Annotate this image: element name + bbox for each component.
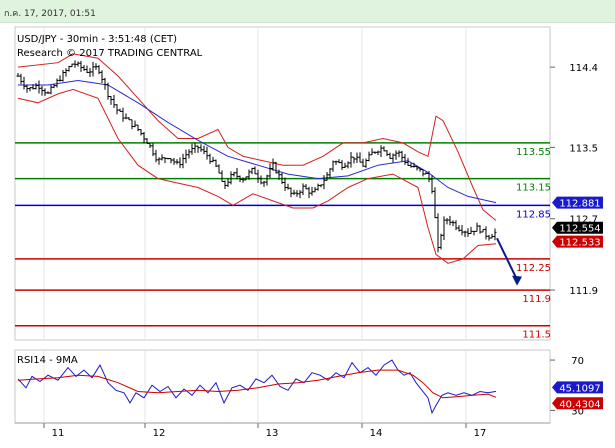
x-axis-ticks: 11 12 13 14 17 bbox=[43, 423, 487, 439]
chart-title: USD/JPY - 30min - 3:51:48 (CET) bbox=[17, 34, 177, 45]
level-label: 111.5 bbox=[522, 330, 551, 341]
x-tick-label: 12 bbox=[153, 428, 166, 439]
forecast-arrow bbox=[496, 237, 522, 286]
x-tick-label: 13 bbox=[266, 428, 279, 439]
level-label: 113.55 bbox=[516, 147, 551, 158]
y-tick-label: 111.9 bbox=[569, 286, 598, 297]
rsi-value-tag-box bbox=[552, 381, 603, 394]
rsi-ma-value-tag-text: 40.4304 bbox=[559, 399, 600, 410]
price-bars bbox=[16, 60, 497, 253]
level-label: 111.9 bbox=[522, 294, 551, 305]
chart-subtitle: Research © 2017 TRADING CENTRAL bbox=[17, 48, 203, 59]
rsi-line bbox=[17, 359, 497, 415]
level-label: 112.85 bbox=[516, 209, 551, 220]
forecast-arrow-shaft bbox=[496, 237, 518, 281]
vertical-gridlines bbox=[43, 27, 467, 423]
rsi-panel-frame bbox=[14, 349, 551, 424]
upper-band-line bbox=[17, 53, 497, 221]
lower-band-tag-text: 112.533 bbox=[559, 238, 600, 249]
support-resistance-levels: 113.55 113.15 112.85 112.25 111.9 111.5 bbox=[15, 142, 551, 341]
rsi-y-tick-label: 30 bbox=[571, 406, 584, 417]
value-tags: 112.881 112.554 112.533 45.1097 40.4304 bbox=[552, 196, 603, 410]
rsi-ma-line bbox=[17, 369, 497, 399]
rsi-ma-value-tag-box bbox=[552, 397, 603, 410]
rsi-title: RSI14 - 9MA bbox=[17, 355, 78, 366]
ma-value-tag-text: 112.881 bbox=[559, 199, 600, 210]
last-price-tag-box bbox=[552, 221, 603, 234]
lower-band-line bbox=[17, 88, 497, 264]
level-label: 113.15 bbox=[516, 183, 551, 194]
x-tick-label: 11 bbox=[52, 428, 65, 439]
rsi-lines bbox=[17, 359, 497, 415]
level-label: 112.25 bbox=[516, 263, 551, 274]
y-tick-label: 113.5 bbox=[569, 143, 598, 154]
forecast-arrow-head bbox=[512, 275, 522, 286]
timestamp-bar: ก.ค. 17, 2017, 01:51 bbox=[0, 0, 615, 23]
lower-band-tag-box bbox=[552, 235, 603, 248]
x-tick-label: 14 bbox=[370, 428, 383, 439]
y-tick-label: 114.4 bbox=[569, 63, 598, 74]
y-tick-label: 112.7 bbox=[569, 215, 598, 226]
last-price-tag-text: 112.554 bbox=[559, 224, 600, 235]
rsi-y-tick-label: 70 bbox=[571, 356, 584, 367]
rsi-value-tag-text: 45.1097 bbox=[559, 383, 600, 394]
ma-value-tag-box bbox=[552, 196, 603, 209]
x-tick-label: 17 bbox=[474, 428, 487, 439]
timestamp-label: ก.ค. 17, 2017, 01:51 bbox=[4, 9, 96, 19]
y-axis-ticks: 114.4 113.5 112.7 111.9 70 30 bbox=[550, 63, 598, 417]
